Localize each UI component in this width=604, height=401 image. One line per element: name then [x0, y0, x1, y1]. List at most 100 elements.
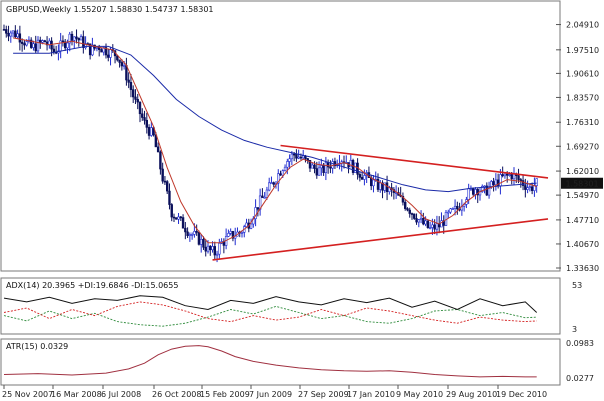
atr-tick-top: 0.0983 [566, 339, 594, 348]
price-tick-label: 1.62010 [566, 167, 599, 176]
candle-body [150, 127, 153, 136]
candle-body [283, 166, 287, 171]
candle-body [213, 246, 216, 256]
price-tick-label: 1.69270 [566, 142, 599, 151]
candle-body [263, 196, 266, 199]
candle-body [138, 101, 142, 115]
plus-di-line [3, 305, 537, 327]
candle-body [379, 182, 382, 190]
candle-body [240, 232, 244, 234]
candle-body [279, 173, 282, 176]
atr-tick-bottom: 0.0277 [566, 374, 594, 383]
candle-body [34, 43, 37, 52]
candle-body [32, 43, 35, 48]
candle-body [50, 40, 53, 50]
candle-body [501, 174, 504, 177]
candle-body [410, 213, 414, 215]
time-tick-label: 29 Aug 2010 [446, 390, 497, 399]
candle-body [526, 187, 529, 190]
candle-body [481, 185, 484, 192]
candle-body [467, 188, 470, 200]
candle-body [14, 30, 17, 38]
trendlines [212, 144, 549, 261]
candle-body [419, 217, 423, 220]
candle-body [186, 231, 189, 236]
candle-body [451, 208, 454, 210]
candle-body [134, 96, 137, 100]
candle-body [5, 29, 8, 34]
candle-body [301, 155, 305, 159]
candle-body [290, 153, 294, 160]
candle-body [156, 146, 160, 153]
time-tick-label: 6 Jul 2008 [101, 390, 141, 399]
candle-body [39, 39, 42, 43]
candle-body [84, 43, 87, 48]
candle-body [422, 217, 425, 225]
candle-body [2, 29, 6, 31]
atr-panel-frame [0, 338, 561, 386]
candle-body [136, 99, 139, 103]
candle-body [265, 189, 269, 198]
candle-body [385, 182, 389, 192]
candle-body [52, 48, 56, 53]
candle-body [202, 238, 205, 248]
time-tick-label: 7 Jun 2009 [249, 390, 292, 399]
candle-body [181, 217, 185, 229]
candle-body [206, 245, 210, 252]
adx-title: ADX(14) 20.3965 +DI:19.6846 -DI:15.0655 [6, 281, 178, 290]
time-tick-label: 19 Dec 2010 [496, 390, 547, 399]
candle-body [354, 162, 357, 173]
candle-body [215, 253, 219, 256]
current-price-label: 1.58301 [565, 180, 598, 189]
candle-body [254, 207, 257, 220]
candle-body [9, 32, 12, 37]
candle-body [499, 174, 502, 187]
minus-di-line [3, 301, 537, 324]
candle-body [127, 79, 130, 83]
candle-body [18, 33, 22, 43]
price-tick-label: 1.40670 [566, 240, 599, 249]
candle-body [11, 30, 15, 34]
candle-body [496, 179, 500, 187]
price-tick-label: 1.83570 [566, 93, 599, 102]
candle-body [147, 127, 151, 136]
candle-body [349, 159, 352, 168]
candle-body [326, 162, 330, 168]
candle-body [188, 234, 192, 236]
candle-body [70, 33, 74, 41]
adx-line [3, 295, 538, 313]
candle-body [521, 180, 525, 186]
candle-body [492, 181, 495, 185]
price-grid [556, 24, 561, 269]
adx-lines [3, 295, 538, 327]
candle-body [122, 65, 126, 67]
candle-body [79, 36, 83, 41]
candle-body [322, 165, 325, 173]
candle-body [315, 168, 318, 176]
time-tick-label: 26 Oct 2008 [152, 390, 201, 399]
candle-body [424, 220, 427, 225]
candle-body [175, 217, 178, 220]
candle-body [267, 182, 271, 191]
candle-body [141, 113, 144, 118]
candle-body [503, 173, 507, 177]
atr-series-line [3, 345, 537, 378]
candle-body [109, 49, 112, 58]
candle-body [447, 211, 450, 214]
candle-body [132, 89, 135, 98]
candle-body [249, 223, 253, 229]
atr-title: ATR(15) 0.0329 [6, 342, 68, 351]
price-tick-label: 1.90610 [566, 69, 599, 78]
trendline-lower [212, 218, 549, 261]
candle-body [168, 190, 171, 205]
candle-body [120, 62, 124, 67]
moving-averages [13, 37, 537, 244]
candle-body [306, 158, 309, 161]
price-tick-label: 1.47710 [566, 216, 599, 225]
candle-body [82, 36, 85, 48]
candle-body [295, 154, 298, 159]
candle-body [456, 205, 459, 210]
candle-body [190, 234, 194, 236]
candle-body [415, 218, 418, 223]
time-tick-label: 25 Nov 2007 [2, 390, 53, 399]
